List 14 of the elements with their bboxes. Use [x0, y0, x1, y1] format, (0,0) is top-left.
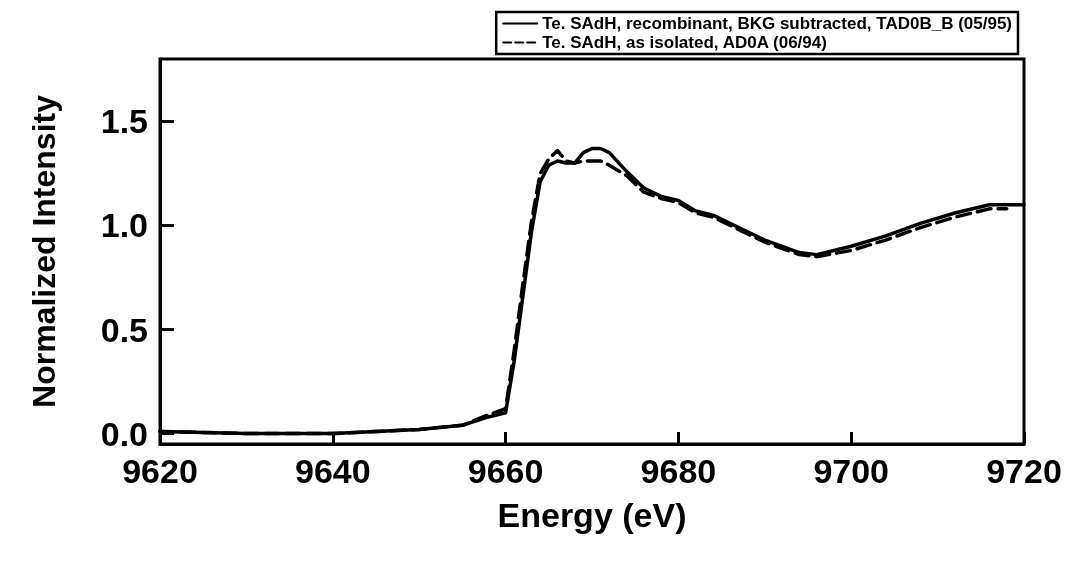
legend-label: Te. SAdH, recombinant, BKG subtracted, TAD0B_B (05/95) [542, 14, 1013, 33]
x-axis-title: Energy (eV) [497, 496, 687, 534]
y-axis-title: Normalized Intensity [26, 94, 62, 408]
x-tick-label: 9680 [640, 452, 717, 490]
y-tick-label: 0.5 [100, 310, 148, 349]
y-tick-label: 0.0 [100, 414, 148, 453]
y-tick-label: 1.0 [100, 206, 148, 245]
y-tick-label: 1.5 [100, 102, 148, 141]
x-tick-label: 9620 [122, 452, 198, 490]
x-tick-label: 9720 [986, 452, 1062, 490]
x-tick-label: 9660 [467, 452, 544, 490]
x-tick-label: 9700 [813, 452, 890, 490]
legend-label: Te. SAdH, as isolated, AD0A (06/94) [542, 33, 827, 52]
x-tick-label: 9640 [294, 452, 371, 490]
